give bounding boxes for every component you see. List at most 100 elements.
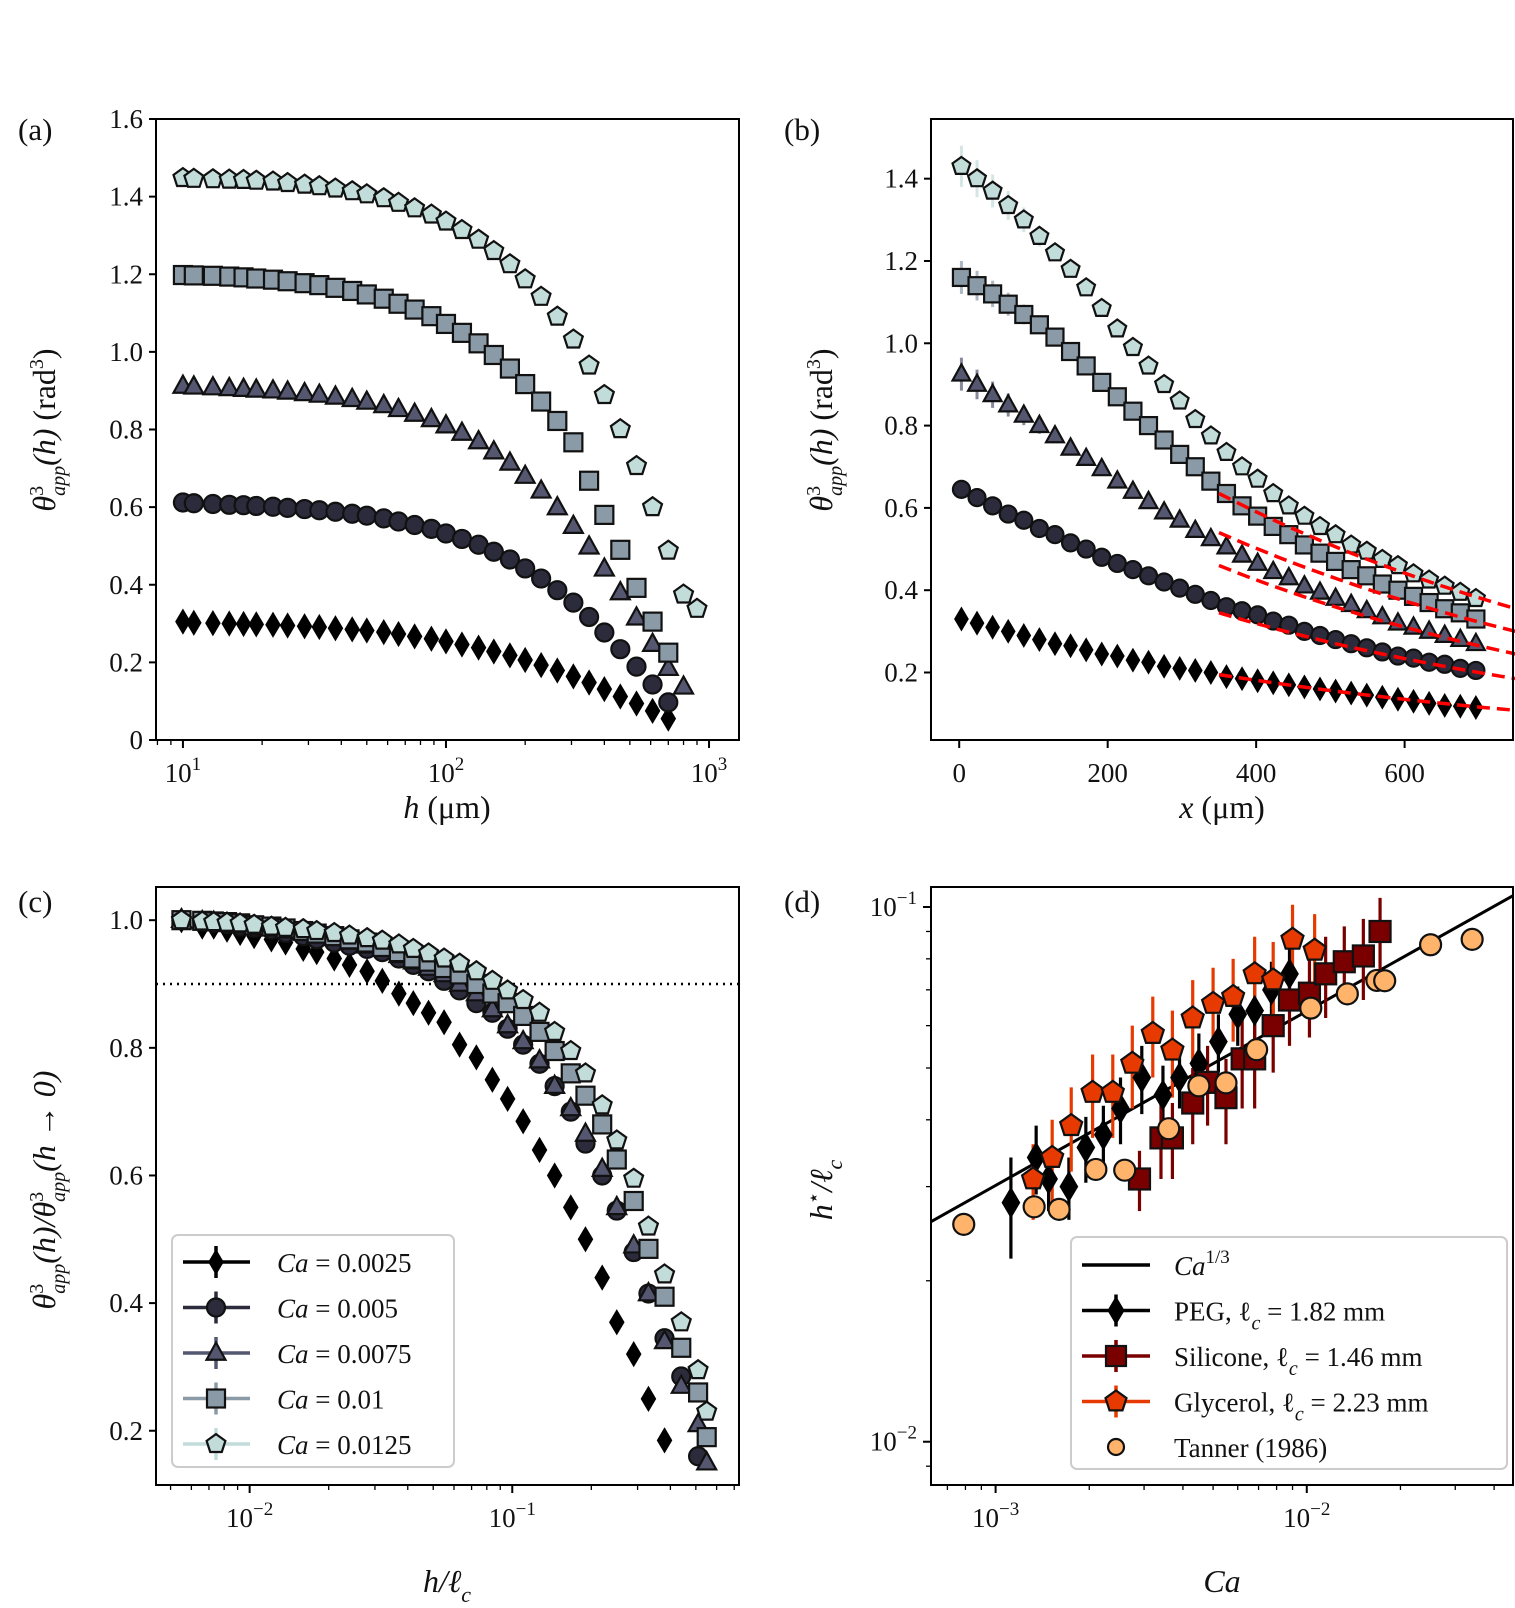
- data-point: [696, 1427, 717, 1448]
- data-point: [296, 613, 313, 640]
- panel-c-legend-box: [171, 1234, 455, 1468]
- data-point: [623, 1190, 644, 1212]
- data-point: [1044, 423, 1066, 444]
- tick-base: 10: [691, 758, 718, 788]
- data-point: [1245, 1038, 1269, 1062]
- data-point: [560, 1039, 582, 1061]
- data-point: [170, 908, 193, 930]
- y-tick-label: 1.0: [109, 905, 143, 935]
- data-point: [1245, 994, 1265, 1027]
- data-point: [1120, 1050, 1145, 1074]
- panel-a-ylabel: θ3app(h) (rad3): [26, 348, 70, 511]
- data-point: [981, 382, 1004, 403]
- y-tick-label: 10−2: [870, 1423, 917, 1457]
- legend-text-main: Tanner (1986): [1174, 1433, 1327, 1463]
- data-point: [669, 1373, 693, 1394]
- data-point: [1180, 1005, 1205, 1029]
- data-point: [563, 432, 584, 453]
- d-ylabel-star: ⋆: [803, 1192, 825, 1205]
- data-point: [1232, 601, 1252, 621]
- tick-exponent: −2: [897, 1423, 917, 1444]
- data-point: [448, 952, 471, 973]
- data-point: [606, 1129, 628, 1150]
- data-point: [1060, 341, 1081, 362]
- data-point: [417, 942, 440, 963]
- y-tick-label: 1.0: [884, 328, 918, 358]
- data-point: [327, 615, 344, 642]
- data-point: [642, 674, 663, 695]
- data-point: [998, 194, 1019, 215]
- data-point: [1247, 468, 1268, 488]
- legend-value: = 0.005: [309, 1294, 398, 1324]
- panel-a-xlabel: h (μm): [403, 789, 490, 825]
- data-point: [372, 392, 396, 414]
- d-ylabel-l: /ℓ: [803, 1169, 839, 1194]
- x-tick-label: 200: [1087, 758, 1128, 788]
- data-point: [374, 967, 391, 994]
- data-point: [1157, 1117, 1181, 1141]
- tick-base: 10: [165, 758, 192, 788]
- x-tick-label: 10−1: [489, 1499, 536, 1533]
- ylabel-theta: θ: [26, 1294, 62, 1310]
- data-point: [1093, 1118, 1113, 1151]
- data-point: [1138, 355, 1159, 375]
- data-point: [404, 299, 425, 320]
- y-tick-label: 0.2: [109, 1416, 143, 1446]
- ylabel-sup: 3: [803, 486, 825, 496]
- panel-b: (b) 0.2 0.4 0.6 0.8 1.0 1.2 1.4 0 200 400 600 x (μ…: [784, 112, 1515, 825]
- data-point: [1078, 637, 1094, 663]
- data-point: [183, 167, 205, 188]
- data-point: [562, 1194, 579, 1221]
- data-point: [562, 328, 585, 349]
- legend-label: Ca = 0.0075: [277, 1339, 412, 1369]
- data-point: [1406, 688, 1421, 714]
- data-point: [1075, 446, 1097, 466]
- data-point: [1094, 641, 1110, 667]
- x-tick-label: 10−2: [226, 1499, 273, 1533]
- x-tick-label: 10−3: [972, 1499, 1019, 1533]
- data-point: [1314, 962, 1338, 986]
- data-point: [390, 620, 407, 648]
- d-ylabel-sub: c: [822, 1160, 847, 1170]
- data-point: [1403, 648, 1424, 668]
- data-point: [1250, 668, 1266, 694]
- data-point: [546, 305, 568, 326]
- data-point: [596, 676, 613, 703]
- data-point: [356, 183, 378, 204]
- panel-b-data: [950, 145, 1515, 720]
- data-point: [656, 1427, 673, 1454]
- data-point: [1185, 408, 1206, 429]
- data-point: [481, 969, 504, 990]
- ylabel-unit-sup: 3: [26, 359, 48, 369]
- data-point: [1013, 403, 1035, 423]
- legend-text-main: Ca: [1174, 1251, 1206, 1281]
- data-point: [1214, 1071, 1238, 1095]
- ylabel-sub: app: [48, 466, 70, 496]
- x-tick-label: 101: [165, 754, 202, 788]
- data-point: [1373, 969, 1397, 993]
- data-point: [951, 267, 972, 288]
- tick-exponent: 2: [455, 754, 465, 775]
- tick-base: 10: [972, 1503, 999, 1533]
- tick-base: 10: [870, 892, 897, 922]
- data-point: [511, 1028, 535, 1050]
- data-point: [499, 549, 521, 570]
- data-point: [1169, 390, 1190, 410]
- data-point: [1084, 1157, 1108, 1182]
- panel-b-axes-frame: [930, 118, 1514, 741]
- ylabel-sup: 3: [26, 486, 48, 496]
- data-point: [1029, 518, 1049, 539]
- data-point: [687, 1358, 709, 1380]
- data-point: [1014, 304, 1034, 325]
- data-point: [1465, 631, 1487, 652]
- ylabel-unit-sup: 3: [803, 359, 825, 369]
- data-point: [593, 556, 616, 577]
- data-point: [1091, 297, 1112, 317]
- legend-sub: c: [1289, 1358, 1298, 1380]
- data-point: [594, 1264, 610, 1291]
- data-point: [1262, 559, 1285, 580]
- x-tick-label: 102: [428, 754, 465, 788]
- data-point: [1109, 643, 1125, 669]
- ylabel-sub: app: [48, 1264, 70, 1294]
